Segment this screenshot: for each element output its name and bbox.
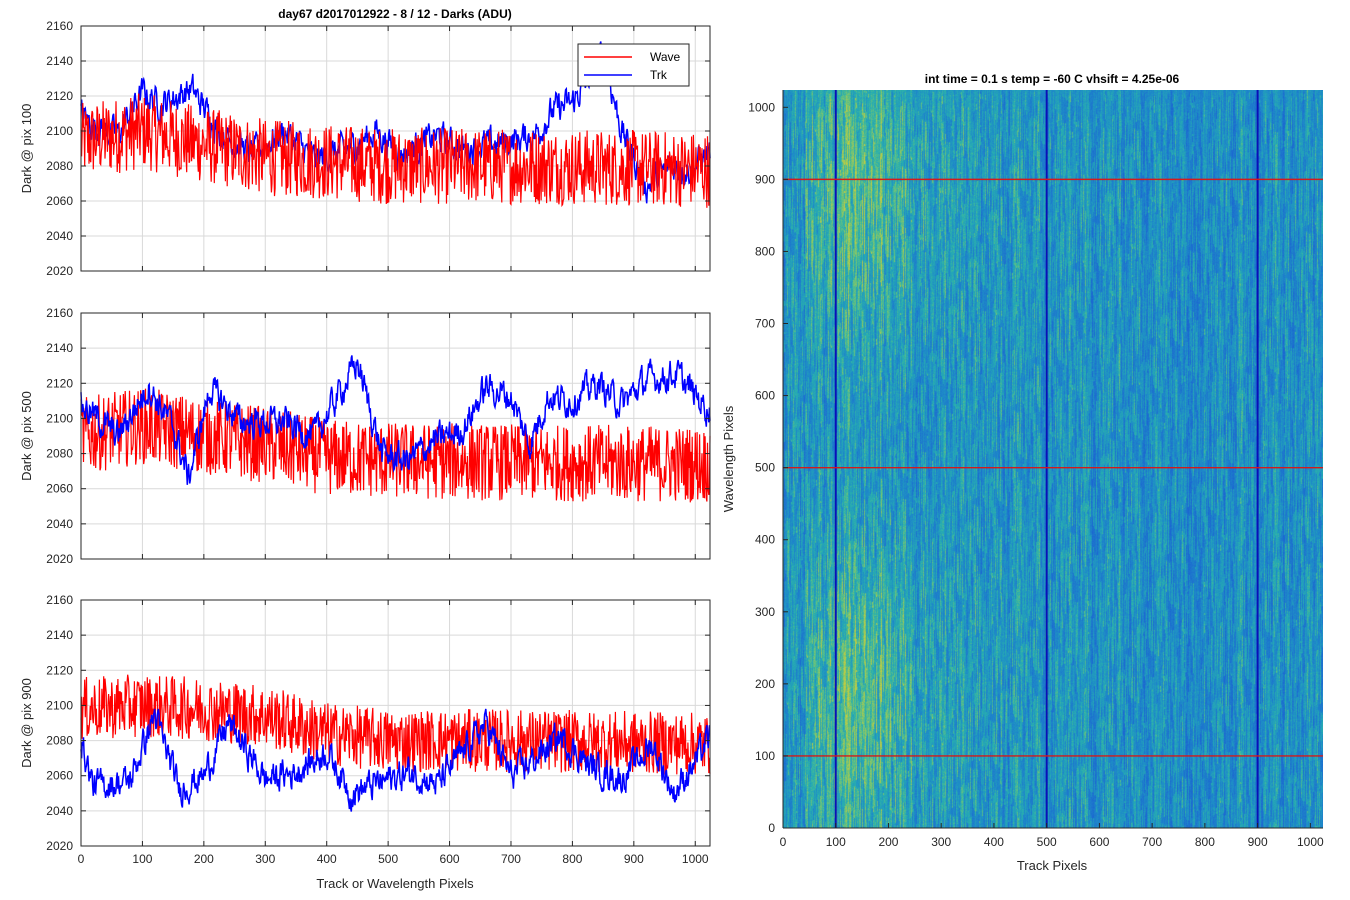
heatmap-y-tick-label: 200 (755, 677, 775, 691)
heatmap-y-tick-label: 600 (755, 389, 775, 403)
y-tick-label: 2080 (46, 734, 73, 748)
y-axis-label: Dark @ pix 500 (19, 391, 34, 481)
heatmap-x-tick-label: 100 (826, 835, 846, 849)
plot-frame (80, 25, 711, 272)
heatmap-image (783, 90, 1323, 828)
heatmap-y-tick-label: 700 (755, 317, 775, 331)
y-tick-label: 2140 (46, 341, 73, 355)
heatmap-y-tick-label: 500 (755, 461, 775, 475)
y-tick-label: 2080 (46, 447, 73, 461)
y-tick-label: 2160 (46, 593, 73, 607)
line-chart-pix-500: 2020 2040 2060 2080 2100 2120 2140 2160 Dark @ p… (19, 306, 711, 566)
heatmap-x-tick-label: 400 (984, 835, 1004, 849)
y-tick-label: 2100 (46, 698, 73, 712)
x-tick-label: 400 (317, 852, 337, 866)
legend-box (577, 43, 690, 87)
y-axis-label: Dark @ pix 900 (19, 678, 34, 768)
series-line-trk (80, 708, 711, 812)
x-tick-label: 700 (501, 852, 521, 866)
y-tick-label: 2120 (46, 376, 73, 390)
series-line-wave (80, 93, 711, 208)
y-axis-label: Dark @ pix 100 (19, 104, 34, 194)
y-tick-label: 2020 (46, 264, 73, 278)
y-tick-label: 2060 (46, 482, 73, 496)
heatmap-y-tick-label: 400 (755, 533, 775, 547)
y-tick-label: 2080 (46, 159, 73, 173)
heatmap-chart: int time = 0.1 s temp = -60 C vhsift = 4… (721, 72, 1324, 873)
heatmap-x-tick-label: 1000 (1297, 835, 1324, 849)
heatmap-x-tick-label: 800 (1195, 835, 1215, 849)
x-tick-label: 200 (194, 852, 214, 866)
series-line-trk (80, 355, 711, 485)
plot-frame (80, 599, 711, 847)
x-tick-label: 600 (440, 852, 460, 866)
heatmap-x-tick-label: 200 (878, 835, 898, 849)
x-tick-label: 100 (132, 852, 152, 866)
heatmap-y-tick-label: 800 (755, 244, 775, 258)
y-tick-label: 2100 (46, 411, 73, 425)
x-tick-label: 300 (255, 852, 275, 866)
heatmap-title: int time = 0.1 s temp = -60 C vhsift = 4… (925, 72, 1180, 86)
heatmap-y-axis-label: Wavelength Pixels (721, 405, 736, 512)
y-tick-label: 2040 (46, 517, 73, 531)
legend: Wave Trk (577, 43, 690, 87)
y-tick-label: 2160 (46, 19, 73, 33)
y-tick-label: 2120 (46, 663, 73, 677)
series-line-wave (80, 388, 711, 503)
y-tick-label: 2020 (46, 839, 73, 853)
y-tick-label: 2120 (46, 89, 73, 103)
heatmap-x-tick-label: 300 (931, 835, 951, 849)
heatmap-x-tick-label: 700 (1142, 835, 1162, 849)
legend-wave-label: Wave (650, 50, 681, 64)
shared-x-axis-label: Track or Wavelength Pixels (316, 876, 474, 891)
figure-title: day67 d2017012922 - 8 / 12 - Darks (ADU) (278, 7, 511, 21)
y-tick-label: 2140 (46, 54, 73, 68)
heatmap-y-tick-label: 100 (755, 749, 775, 763)
heatmap-x-tick-label: 600 (1089, 835, 1109, 849)
x-tick-label: 900 (624, 852, 644, 866)
heatmap-y-tick-label: 300 (755, 605, 775, 619)
y-tick-label: 2160 (46, 306, 73, 320)
y-tick-label: 2020 (46, 552, 73, 566)
x-tick-label: 0 (78, 852, 85, 866)
y-tick-label: 2100 (46, 124, 73, 138)
heatmap-x-tick-label: 500 (1037, 835, 1057, 849)
y-tick-label: 2040 (46, 804, 73, 818)
y-tick-label: 2060 (46, 769, 73, 783)
heatmap-x-axis-label: Track Pixels (1017, 858, 1088, 873)
plot-frame (80, 312, 711, 560)
y-tick-label: 2040 (46, 229, 73, 243)
x-tick-label: 1000 (682, 852, 709, 866)
x-tick-label: 500 (378, 852, 398, 866)
heatmap-overlay: 0 100 200 300 400 500 600 700 800 900 1000 0 100 200 3… (748, 90, 1324, 849)
y-tick-label: 2140 (46, 628, 73, 642)
y-tick-label: 2060 (46, 194, 73, 208)
heatmap-y-tick-label: 1000 (748, 100, 775, 114)
heatmap-y-tick-label: 0 (768, 821, 775, 835)
heatmap-x-tick-label: 900 (1248, 835, 1268, 849)
heatmap-y-tick-label: 900 (755, 172, 775, 186)
heatmap-x-tick-label: 0 (780, 835, 787, 849)
x-tick-label: 800 (562, 852, 582, 866)
legend-trk-label: Trk (650, 68, 668, 82)
line-chart-pix-900: 0 100 200 300 400 500 600 700 800 900 1000 2020 2040… (19, 593, 711, 866)
